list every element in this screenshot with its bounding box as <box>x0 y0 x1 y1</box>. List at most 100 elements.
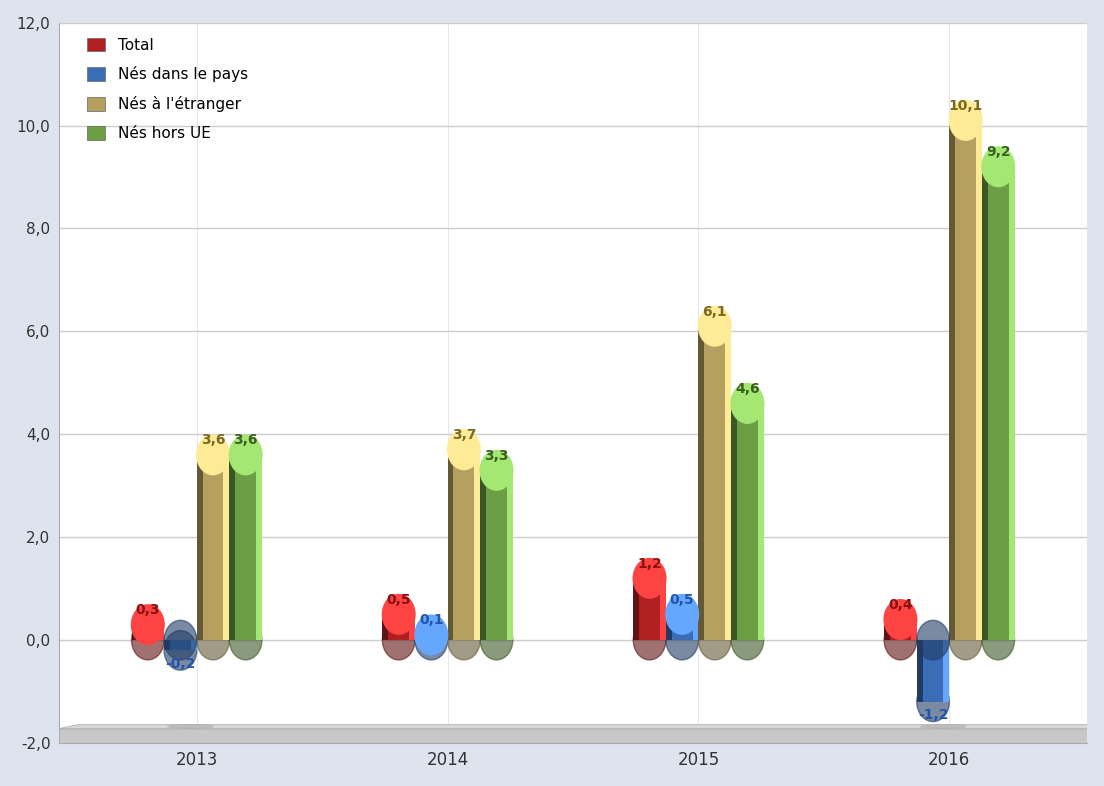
Ellipse shape <box>131 620 164 660</box>
Ellipse shape <box>699 307 731 346</box>
Bar <box>976 120 981 640</box>
Bar <box>223 455 230 640</box>
Ellipse shape <box>230 620 262 660</box>
Ellipse shape <box>164 620 197 660</box>
Ellipse shape <box>447 430 480 469</box>
Bar <box>164 640 170 650</box>
Ellipse shape <box>480 450 513 490</box>
Bar <box>692 615 699 640</box>
Bar <box>981 167 1015 640</box>
Bar <box>230 455 262 640</box>
Ellipse shape <box>382 620 415 660</box>
Polygon shape <box>59 729 1087 743</box>
Bar <box>197 455 230 640</box>
Ellipse shape <box>981 620 1015 660</box>
Bar <box>916 640 923 702</box>
Bar <box>666 615 699 640</box>
Ellipse shape <box>634 620 666 660</box>
Ellipse shape <box>415 620 447 660</box>
Ellipse shape <box>949 101 981 140</box>
Ellipse shape <box>197 435 230 475</box>
Ellipse shape <box>949 620 981 660</box>
Bar <box>442 635 447 640</box>
Ellipse shape <box>731 384 764 423</box>
Bar <box>949 120 981 640</box>
Bar <box>197 455 203 640</box>
Bar <box>731 403 764 640</box>
Bar <box>382 615 415 640</box>
Ellipse shape <box>666 620 699 660</box>
Text: -0,2: -0,2 <box>166 656 195 670</box>
Bar <box>480 470 486 640</box>
Text: 6,1: 6,1 <box>702 304 728 318</box>
Text: 0,3: 0,3 <box>136 603 160 617</box>
Text: 0,4: 0,4 <box>888 598 913 612</box>
Bar <box>230 455 235 640</box>
Bar <box>699 326 731 640</box>
Text: 0,1: 0,1 <box>420 613 444 627</box>
Ellipse shape <box>164 630 197 670</box>
Ellipse shape <box>382 594 415 634</box>
Bar <box>944 640 949 702</box>
Bar <box>1009 167 1015 640</box>
Text: 0,5: 0,5 <box>670 593 694 607</box>
Ellipse shape <box>981 147 1015 186</box>
Text: 0,5: 0,5 <box>386 593 411 607</box>
Bar <box>949 120 955 640</box>
Ellipse shape <box>884 620 916 660</box>
Bar <box>382 615 389 640</box>
Ellipse shape <box>699 620 731 660</box>
Ellipse shape <box>916 620 949 660</box>
Ellipse shape <box>447 620 480 660</box>
Text: 1,2: 1,2 <box>637 556 662 571</box>
Text: 3,6: 3,6 <box>233 433 258 447</box>
Ellipse shape <box>480 620 513 660</box>
Ellipse shape <box>230 435 262 475</box>
Bar <box>507 470 513 640</box>
Polygon shape <box>59 725 1104 729</box>
Ellipse shape <box>197 620 230 660</box>
Bar <box>884 619 916 640</box>
Bar <box>256 455 262 640</box>
Bar <box>981 167 988 640</box>
Text: -1,2: -1,2 <box>917 708 948 722</box>
Bar <box>699 326 704 640</box>
Bar <box>447 450 454 640</box>
Bar <box>415 635 447 640</box>
Bar <box>884 619 890 640</box>
Bar <box>911 619 916 640</box>
Ellipse shape <box>921 725 966 728</box>
Text: 3,6: 3,6 <box>201 433 225 447</box>
Bar <box>131 625 164 640</box>
Text: 3,7: 3,7 <box>452 428 476 442</box>
Text: 3,3: 3,3 <box>485 449 509 463</box>
Ellipse shape <box>884 600 916 639</box>
Bar <box>131 625 137 640</box>
Bar <box>191 640 197 650</box>
Bar <box>660 578 666 640</box>
Bar <box>757 403 764 640</box>
Bar <box>634 578 639 640</box>
Ellipse shape <box>666 594 699 634</box>
Text: 4,6: 4,6 <box>735 382 760 395</box>
Text: 9,2: 9,2 <box>986 145 1010 159</box>
Ellipse shape <box>731 620 764 660</box>
Ellipse shape <box>634 559 666 598</box>
Legend: Total, Nés dans le pays, Nés à l'étranger, Nés hors UE: Total, Nés dans le pays, Nés à l'étrange… <box>87 38 247 141</box>
Bar <box>725 326 731 640</box>
Bar <box>916 640 949 702</box>
Bar <box>731 403 737 640</box>
Bar <box>447 450 480 640</box>
Text: 10,1: 10,1 <box>948 99 983 112</box>
Bar <box>410 615 415 640</box>
Ellipse shape <box>916 682 949 722</box>
Bar <box>158 625 164 640</box>
Bar <box>475 450 480 640</box>
Bar <box>480 470 513 640</box>
Ellipse shape <box>131 605 164 645</box>
Bar <box>164 640 197 650</box>
Bar <box>666 615 671 640</box>
Bar <box>634 578 666 640</box>
Ellipse shape <box>415 615 447 655</box>
Ellipse shape <box>168 725 213 728</box>
